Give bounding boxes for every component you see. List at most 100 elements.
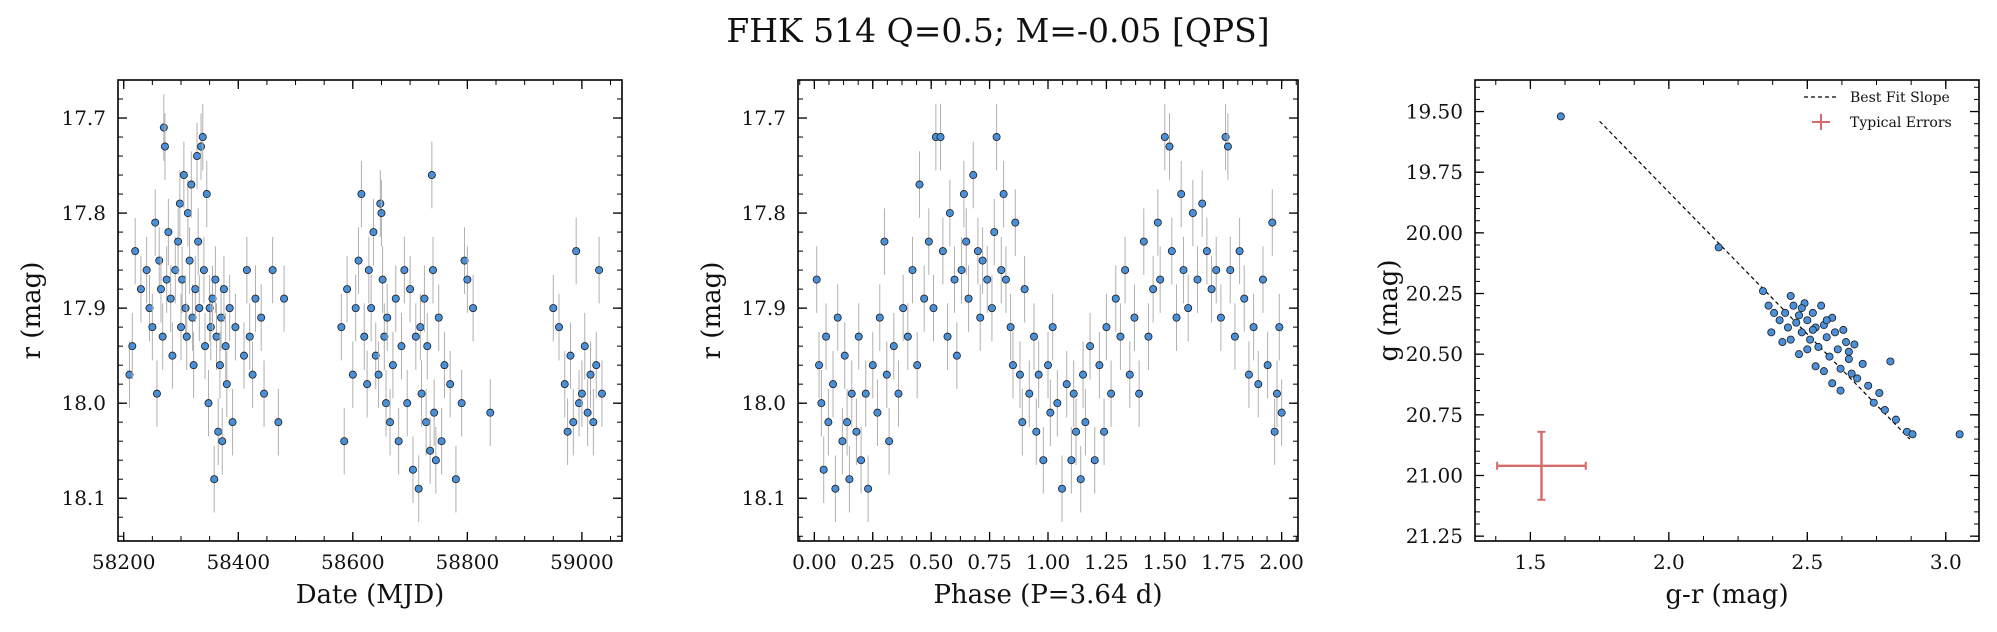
data-point [1258,275,1267,284]
data-point [817,399,826,408]
data-point [857,456,866,465]
y-tick-label: 18.1 [61,486,106,510]
data-point [202,190,211,199]
data-point [1825,352,1834,361]
data-point [1001,275,1010,284]
data-point [182,332,191,341]
data-point [1853,374,1862,383]
data-point [1786,335,1795,344]
x-tick-label: 2.5 [1791,550,1823,574]
data-point [1244,370,1253,379]
data-point [1797,328,1806,337]
data-point [1006,323,1015,332]
data-point [1025,389,1034,398]
data-point [915,180,924,189]
data-point [873,408,882,417]
y-axis-label: r (mag) [17,262,47,360]
data-point [145,304,154,313]
data-point [1254,380,1263,389]
data-point [1277,408,1286,417]
data-point [1193,275,1202,284]
data-point [1875,388,1884,397]
data-point [992,133,1001,142]
data-point [1783,323,1792,332]
data-point [423,342,432,351]
data-point [217,313,226,322]
data-point [1058,484,1067,493]
data-point [460,256,469,265]
x-tick-label: 58800 [436,550,500,574]
y-tick-label: 17.9 [741,296,786,320]
data-point [386,418,395,427]
y-tick-label: 18.0 [741,391,786,415]
data-point [1828,379,1837,388]
data-point [555,323,564,332]
data-point [1179,266,1188,275]
data-point [204,399,213,408]
data-point [549,304,558,313]
data-point [337,323,346,332]
data-point [976,313,985,322]
data-point [589,418,598,427]
data-point [1062,380,1071,389]
data-point [239,351,248,360]
data-point [151,218,160,227]
data-point [166,294,175,303]
data-point [1008,361,1017,370]
data-point [274,418,283,427]
data-point [1839,325,1848,334]
x-tick-label: 1.00 [1026,550,1071,574]
data-point [1268,218,1277,227]
y-tick-label: 18.1 [741,486,786,510]
data-point [1759,287,1768,296]
data-point [885,437,894,446]
data-point [417,389,426,398]
data-point [1270,427,1279,436]
data-point [205,304,214,313]
y-tick-label: 20.50 [1406,342,1463,366]
data-point [420,294,429,303]
y-tick-label: 17.7 [741,106,786,130]
data-point [400,266,409,275]
data-point [957,266,966,275]
data-point [1869,398,1878,407]
data-point [1156,275,1165,284]
data-point [1135,389,1144,398]
data-point [1221,133,1230,142]
data-point [1836,364,1845,373]
data-point [1072,427,1081,436]
data-point [369,228,378,237]
data-point [357,190,366,199]
data-point [179,171,188,180]
y-tick-label: 17.7 [61,106,106,130]
data-point [1107,389,1116,398]
data-point [1263,361,1272,370]
data-point [894,389,903,398]
data-point [142,266,151,275]
data-point [242,266,251,275]
x-tick-label: 0.75 [967,550,1012,574]
data-point [1188,209,1197,218]
data-point [1125,370,1134,379]
data-point [964,294,973,303]
data-point [868,361,877,370]
data-point [376,199,385,208]
data-point [1160,133,1169,142]
data-point [1053,399,1062,408]
data-point [1797,304,1806,313]
data-point [1808,308,1817,317]
data-point [1130,313,1139,322]
data-point [1034,370,1043,379]
data-point [219,285,228,294]
data-point [597,389,606,398]
data-point [843,418,852,427]
data-point [1202,247,1211,256]
x-tick-label: 0.50 [909,550,954,574]
data-point [1076,475,1085,484]
data-point [1886,357,1895,366]
data-point [950,275,959,284]
data-point [847,389,856,398]
data-point [210,475,219,484]
data-point [181,304,190,313]
